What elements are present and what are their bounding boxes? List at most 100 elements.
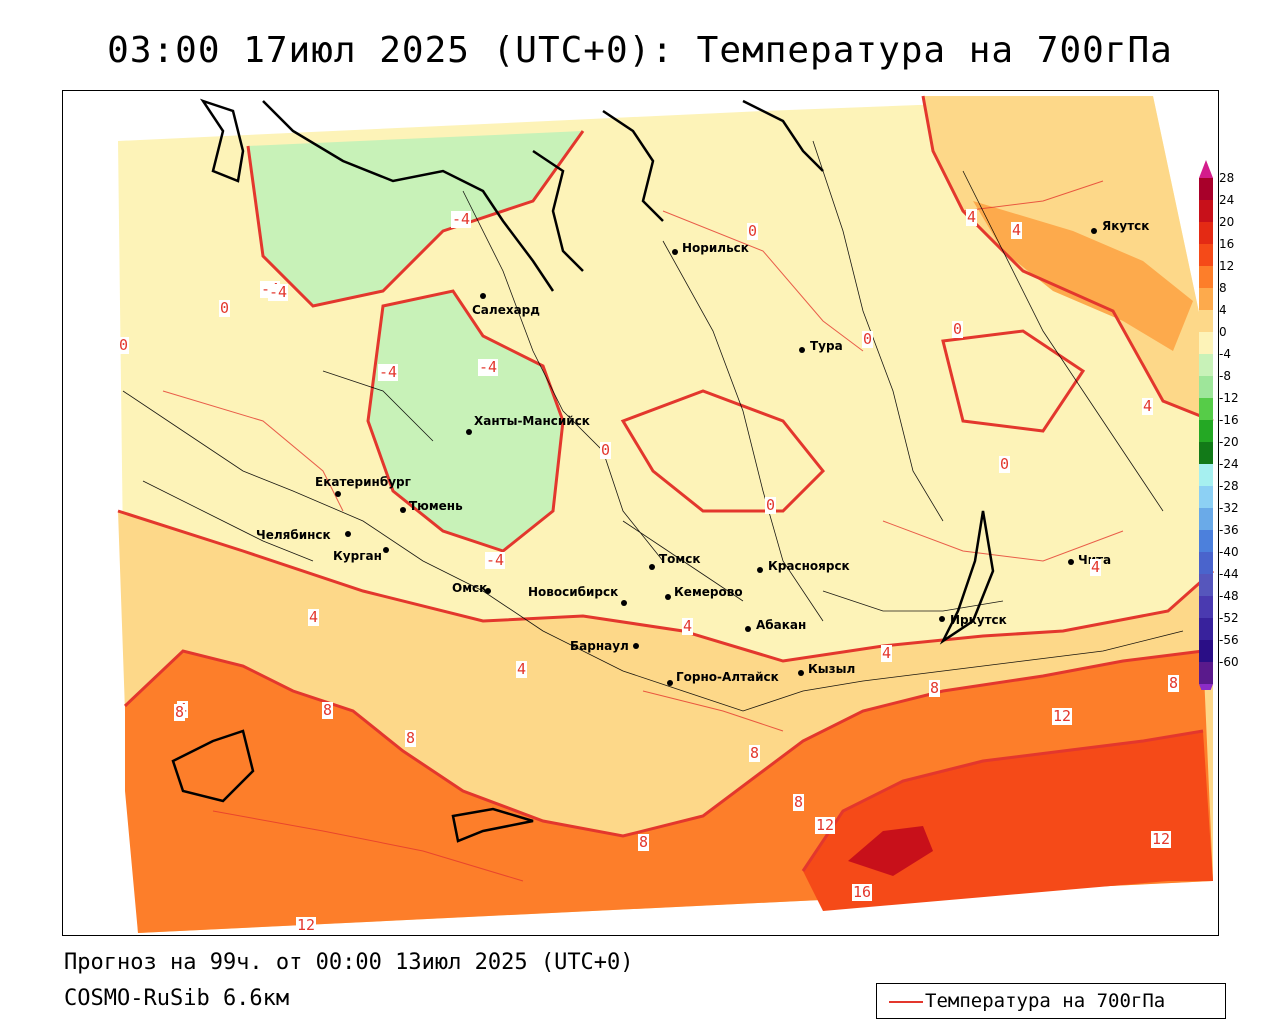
contour-value-label: 8: [322, 701, 334, 719]
colorbar-bottom-arrow: [1199, 684, 1213, 690]
forecast-info: Прогноз на 99ч. от 00:00 13июл 2025 (UTC…: [64, 950, 634, 975]
city-dot: [798, 670, 804, 676]
colorbar-swatch: [1199, 486, 1213, 508]
city-dot: [667, 680, 673, 686]
contour-value-label: 0: [118, 336, 130, 354]
colorbar-tick-label: -52: [1219, 611, 1239, 625]
colorbar-swatch: [1199, 376, 1213, 398]
contour-value-label: 0: [862, 330, 874, 348]
colorbar-tick-label: -16: [1219, 413, 1239, 427]
city-label: Якутск: [1102, 219, 1150, 233]
contour-value-label: -4: [478, 358, 499, 376]
city-label: Тура: [810, 339, 843, 353]
contour-value-label: 4: [308, 608, 320, 626]
colorbar-swatch: [1199, 596, 1213, 618]
city-dot: [345, 531, 351, 537]
colorbar-swatch: [1199, 200, 1213, 222]
colorbar-tick-label: -40: [1219, 545, 1239, 559]
legend-label: Температура на 700гПа: [925, 990, 1166, 1012]
city-label: Ханты-Мансийск: [474, 414, 590, 428]
contour-value-label: 0: [999, 455, 1011, 473]
colorbar-tick-label: 12: [1219, 259, 1234, 273]
colorbar-tick-label: -20: [1219, 435, 1239, 449]
city-label: Абакан: [756, 618, 807, 632]
colorbar-swatch: [1199, 442, 1213, 464]
city-label: Салехард: [472, 303, 540, 317]
map-title: 03:00 17июл 2025 (UTC+0): Температура на…: [107, 30, 1173, 71]
colorbar-tick-label: -28: [1219, 479, 1239, 493]
city-dot: [480, 293, 486, 299]
city-label: Томск: [659, 552, 701, 566]
colorbar-swatch: [1199, 354, 1213, 376]
city-dot: [335, 491, 341, 497]
city-label: Новосибирск: [528, 585, 619, 599]
contour-value-label: -4: [485, 551, 506, 569]
city-dot: [745, 626, 751, 632]
contour-value-label: 4: [881, 644, 893, 662]
legend-line-sample: [889, 1001, 923, 1003]
colorbar-tick-label: -32: [1219, 501, 1239, 515]
colorbar-swatch: [1199, 398, 1213, 420]
colorbar-tick-label: -36: [1219, 523, 1239, 537]
map-area: [62, 90, 1219, 936]
city-label: Челябинск: [256, 528, 331, 542]
city-dot: [799, 347, 805, 353]
contour-value-label: 8: [1168, 674, 1180, 692]
city-dot: [665, 594, 671, 600]
city-label: Иркутск: [950, 613, 1007, 627]
city-dot: [757, 567, 763, 573]
contour-value-label: -4: [451, 210, 472, 228]
contour-value-label: 12: [1151, 830, 1172, 848]
colorbar-tick-label: 0: [1219, 325, 1227, 339]
colorbar-tick-label: 8: [1219, 281, 1227, 295]
colorbar-swatch: [1199, 464, 1213, 486]
city-dot: [633, 643, 639, 649]
colorbar-swatch: [1199, 222, 1213, 244]
colorbar-swatch: [1199, 552, 1213, 574]
colorbar-tick-label: 24: [1219, 193, 1234, 207]
colorbar-swatch: [1199, 618, 1213, 640]
colorbar-swatch: [1199, 640, 1213, 662]
contour-value-label: 16: [852, 883, 873, 901]
colorbar-top-arrow: [1199, 160, 1213, 178]
colorbar-swatch: [1199, 530, 1213, 552]
city-label: Горно-Алтайск: [676, 670, 779, 684]
city-label: Омск: [452, 581, 488, 595]
contour-lines: [117, 95, 1214, 872]
city-label: Курган: [333, 549, 382, 563]
colorbar-tick-label: -60: [1219, 655, 1239, 669]
city-label: Екатеринбург: [315, 475, 411, 489]
city-dot: [466, 429, 472, 435]
contour-value-label: 0: [952, 320, 964, 338]
contour-value-label: 4: [682, 617, 694, 635]
colorbar-tick-label: 16: [1219, 237, 1234, 251]
city-label: Барнаул: [570, 639, 629, 653]
contour-value-label: 8: [929, 679, 941, 697]
colorbar-tick-label: -48: [1219, 589, 1239, 603]
contour-value-label: 8: [174, 703, 186, 721]
colorbar-tick-label: 4: [1219, 303, 1227, 317]
model-name: COSMO-RuSib 6.6км: [64, 986, 290, 1011]
cold-area-west-siberia: [368, 291, 563, 551]
temperature-colorbar: 28 24 20 16 12 8 4 0 -4 -8 -12 -16 -20 -24 -28 -32 -36 -4…: [1199, 160, 1239, 690]
contour-value-label: 0: [765, 496, 777, 514]
colorbar-tick-label: -12: [1219, 391, 1239, 405]
warm-east-inner: [973, 201, 1193, 351]
contour-value-label: 8: [749, 744, 761, 762]
contour-value-label: 12: [815, 816, 836, 834]
contour-value-label: 8: [405, 729, 417, 747]
contour-value-label: 0: [219, 299, 231, 317]
city-dot: [1068, 559, 1074, 565]
contour-value-label: 4: [1090, 558, 1102, 576]
contour-value-label: 8: [793, 793, 805, 811]
colorbar-swatch: [1199, 244, 1213, 266]
colorbar-swatch: [1199, 420, 1213, 442]
city-label: Кызыл: [808, 662, 856, 676]
contour-value-label: 0: [600, 441, 612, 459]
colorbar-swatch: [1199, 508, 1213, 530]
colorbar-swatch: [1199, 310, 1213, 332]
city-label: Тюмень: [409, 499, 463, 513]
cold-area-north: [248, 131, 583, 306]
map-legend: Температура на 700гПа: [876, 983, 1226, 1019]
colorbar-tick-label: 28: [1219, 171, 1234, 185]
